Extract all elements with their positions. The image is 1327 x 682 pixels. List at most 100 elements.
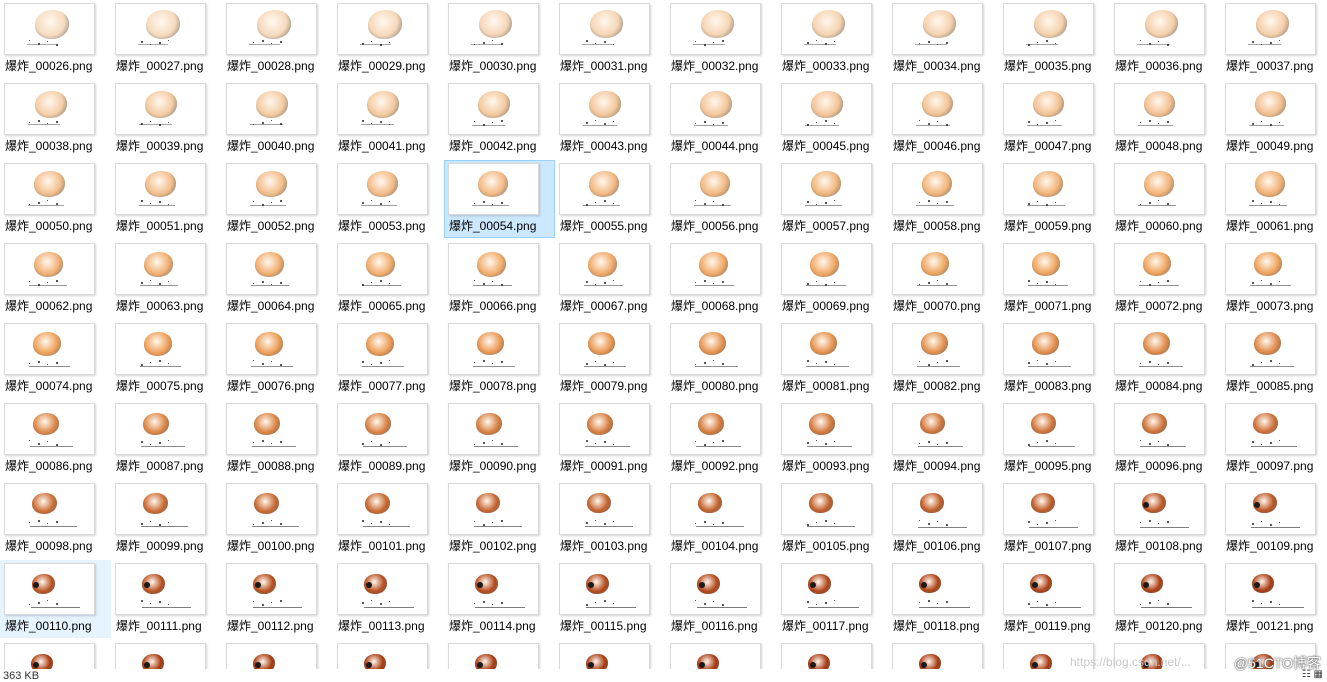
file-tile[interactable]: 爆炸_00052.png — [222, 160, 333, 238]
file-tile[interactable] — [555, 640, 666, 669]
view-toggle-icon[interactable]: ☷ ▦ — [1301, 669, 1323, 680]
file-tile[interactable]: 爆炸_00039.png — [111, 80, 222, 158]
file-tile[interactable] — [333, 640, 444, 669]
file-tile[interactable]: 爆炸_00112.png — [222, 560, 333, 638]
file-tile[interactable]: 爆炸_00117.png — [777, 560, 888, 638]
file-tile[interactable]: 爆炸_00086.png — [0, 400, 111, 478]
file-tile[interactable]: 爆炸_00121.png — [1221, 560, 1327, 638]
file-tile[interactable] — [666, 640, 777, 669]
file-tile[interactable] — [999, 640, 1110, 669]
file-tile[interactable]: 爆炸_00032.png — [666, 0, 777, 78]
file-tile[interactable]: 爆炸_00055.png — [555, 160, 666, 238]
file-tile[interactable]: 爆炸_00070.png — [888, 240, 999, 318]
file-tile[interactable]: 爆炸_00105.png — [777, 480, 888, 558]
file-tile[interactable]: 爆炸_00040.png — [222, 80, 333, 158]
file-tile[interactable]: 爆炸_00060.png — [1110, 160, 1221, 238]
file-tile[interactable]: 爆炸_00050.png — [0, 160, 111, 238]
file-tile[interactable]: 爆炸_00092.png — [666, 400, 777, 478]
file-tile[interactable]: 爆炸_00041.png — [333, 80, 444, 158]
file-tile[interactable]: 爆炸_00091.png — [555, 400, 666, 478]
file-tile[interactable] — [1221, 640, 1327, 669]
file-tile[interactable]: 爆炸_00038.png — [0, 80, 111, 158]
file-tile[interactable]: 爆炸_00047.png — [999, 80, 1110, 158]
file-tile[interactable]: 爆炸_00098.png — [0, 480, 111, 558]
file-tile[interactable]: 爆炸_00059.png — [999, 160, 1110, 238]
file-tile[interactable] — [222, 640, 333, 669]
file-tile[interactable]: 爆炸_00110.png — [0, 560, 111, 638]
file-tile[interactable]: 爆炸_00045.png — [777, 80, 888, 158]
file-tile[interactable]: 爆炸_00076.png — [222, 320, 333, 398]
file-tile[interactable]: 爆炸_00072.png — [1110, 240, 1221, 318]
file-tile[interactable]: 爆炸_00084.png — [1110, 320, 1221, 398]
file-tile[interactable]: 爆炸_00087.png — [111, 400, 222, 478]
file-tile[interactable] — [1110, 640, 1221, 669]
file-tile[interactable]: 爆炸_00102.png — [444, 480, 555, 558]
file-tile[interactable]: 爆炸_00051.png — [111, 160, 222, 238]
file-tile[interactable]: 爆炸_00082.png — [888, 320, 999, 398]
file-tile[interactable]: 爆炸_00090.png — [444, 400, 555, 478]
file-tile[interactable]: 爆炸_00044.png — [666, 80, 777, 158]
file-tile[interactable]: 爆炸_00120.png — [1110, 560, 1221, 638]
file-tile[interactable]: 爆炸_00119.png — [999, 560, 1110, 638]
file-tile[interactable]: 爆炸_00026.png — [0, 0, 111, 78]
file-tile[interactable]: 爆炸_00116.png — [666, 560, 777, 638]
file-tile[interactable]: 爆炸_00063.png — [111, 240, 222, 318]
file-tile[interactable]: 爆炸_00107.png — [999, 480, 1110, 558]
file-tile[interactable]: 爆炸_00100.png — [222, 480, 333, 558]
file-tile[interactable]: 爆炸_00034.png — [888, 0, 999, 78]
file-tile[interactable]: 爆炸_00053.png — [333, 160, 444, 238]
file-tile[interactable]: 爆炸_00035.png — [999, 0, 1110, 78]
file-tile[interactable] — [111, 640, 222, 669]
file-tile[interactable]: 爆炸_00106.png — [888, 480, 999, 558]
file-tile[interactable]: 爆炸_00111.png — [111, 560, 222, 638]
file-tile[interactable]: 爆炸_00101.png — [333, 480, 444, 558]
file-tile[interactable]: 爆炸_00069.png — [777, 240, 888, 318]
file-tile[interactable]: 爆炸_00096.png — [1110, 400, 1221, 478]
file-tile[interactable]: 爆炸_00088.png — [222, 400, 333, 478]
file-tile[interactable]: 爆炸_00113.png — [333, 560, 444, 638]
file-tile[interactable]: 爆炸_00118.png — [888, 560, 999, 638]
file-tile[interactable]: 爆炸_00083.png — [999, 320, 1110, 398]
file-tile[interactable]: 爆炸_00095.png — [999, 400, 1110, 478]
file-tile[interactable]: 爆炸_00033.png — [777, 0, 888, 78]
file-tile[interactable]: 爆炸_00080.png — [666, 320, 777, 398]
file-tile[interactable]: 爆炸_00037.png — [1221, 0, 1327, 78]
file-tile[interactable]: 爆炸_00036.png — [1110, 0, 1221, 78]
file-tile[interactable]: 爆炸_00103.png — [555, 480, 666, 558]
file-tile[interactable] — [888, 640, 999, 669]
file-tile[interactable]: 爆炸_00056.png — [666, 160, 777, 238]
file-tile[interactable] — [777, 640, 888, 669]
file-tile[interactable]: 爆炸_00064.png — [222, 240, 333, 318]
file-tile[interactable]: 爆炸_00077.png — [333, 320, 444, 398]
file-tile[interactable]: 爆炸_00042.png — [444, 80, 555, 158]
file-tile[interactable]: 爆炸_00089.png — [333, 400, 444, 478]
file-tile[interactable]: 爆炸_00028.png — [222, 0, 333, 78]
file-tile[interactable]: 爆炸_00075.png — [111, 320, 222, 398]
file-tile[interactable]: 爆炸_00093.png — [777, 400, 888, 478]
file-tile[interactable]: 爆炸_00061.png — [1221, 160, 1327, 238]
file-tile[interactable]: 爆炸_00099.png — [111, 480, 222, 558]
file-tile[interactable]: 爆炸_00046.png — [888, 80, 999, 158]
file-tile[interactable]: 爆炸_00068.png — [666, 240, 777, 318]
file-tile[interactable]: 爆炸_00054.png — [444, 160, 555, 238]
file-tile[interactable]: 爆炸_00094.png — [888, 400, 999, 478]
file-tile[interactable]: 爆炸_00079.png — [555, 320, 666, 398]
file-tile[interactable]: 爆炸_00048.png — [1110, 80, 1221, 158]
file-tile[interactable]: 爆炸_00049.png — [1221, 80, 1327, 158]
file-tile[interactable] — [444, 640, 555, 669]
file-tile[interactable]: 爆炸_00066.png — [444, 240, 555, 318]
file-tile[interactable]: 爆炸_00115.png — [555, 560, 666, 638]
file-tile[interactable]: 爆炸_00085.png — [1221, 320, 1327, 398]
file-tile[interactable] — [0, 640, 111, 669]
file-tile[interactable]: 爆炸_00027.png — [111, 0, 222, 78]
file-tile[interactable]: 爆炸_00071.png — [999, 240, 1110, 318]
file-tile[interactable]: 爆炸_00078.png — [444, 320, 555, 398]
file-tile[interactable]: 爆炸_00081.png — [777, 320, 888, 398]
file-tile[interactable]: 爆炸_00104.png — [666, 480, 777, 558]
file-tile[interactable]: 爆炸_00030.png — [444, 0, 555, 78]
file-tile[interactable]: 爆炸_00031.png — [555, 0, 666, 78]
file-tile[interactable]: 爆炸_00065.png — [333, 240, 444, 318]
file-tile[interactable]: 爆炸_00074.png — [0, 320, 111, 398]
file-tile[interactable]: 爆炸_00057.png — [777, 160, 888, 238]
file-tile[interactable]: 爆炸_00029.png — [333, 0, 444, 78]
